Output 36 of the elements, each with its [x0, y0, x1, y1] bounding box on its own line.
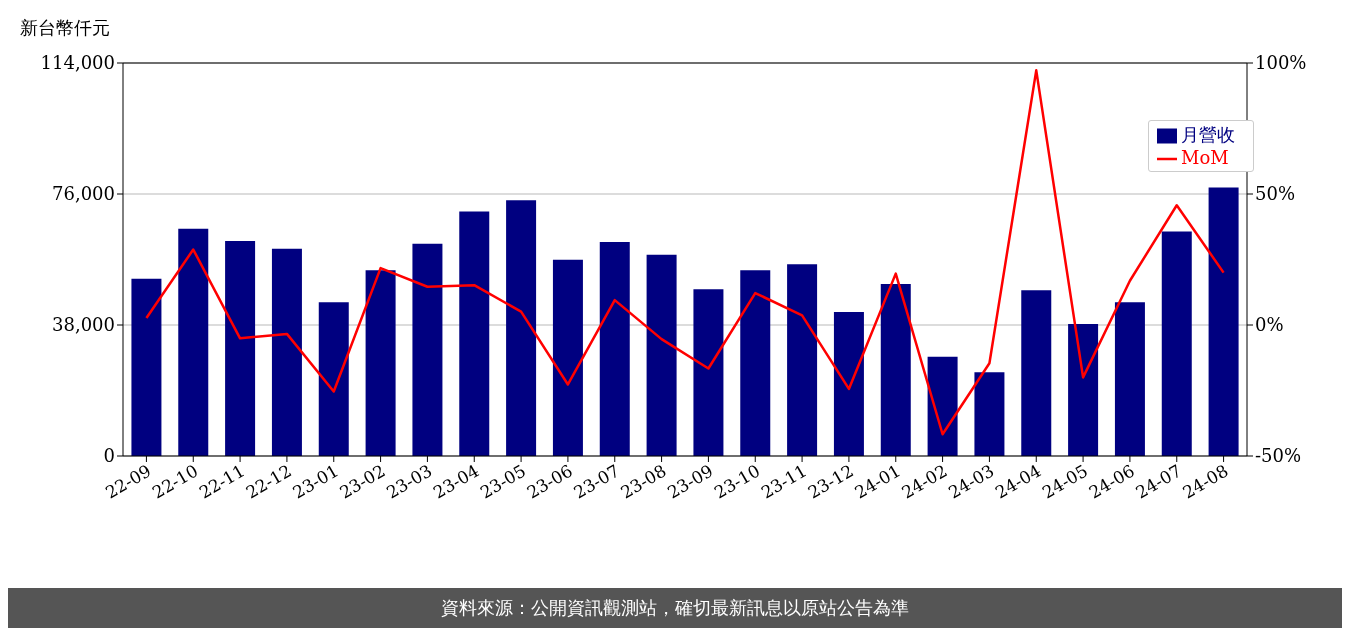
bar: [365, 270, 396, 456]
bar: [178, 228, 209, 456]
y-tick-label: 38,000: [52, 314, 115, 336]
bar: [131, 278, 162, 456]
bar: [412, 243, 443, 456]
bar: [225, 240, 256, 456]
y2-tick-label: 50%: [1255, 183, 1296, 205]
bar: [1114, 302, 1145, 456]
bar: [974, 372, 1005, 456]
legend-label: MoM: [1181, 147, 1229, 168]
y-axis-title: 新台幣仟元: [19, 16, 111, 40]
bar: [740, 270, 771, 456]
bar: [599, 241, 630, 456]
bar: [927, 356, 958, 456]
bar: [1068, 323, 1099, 456]
bar: [1208, 187, 1239, 456]
bar: [693, 289, 724, 456]
bar: [506, 200, 537, 456]
bar: [646, 254, 677, 456]
y-tick-label: 114,000: [40, 52, 115, 74]
y2-tick-label: 100%: [1255, 52, 1307, 74]
y-tick-label: 0: [103, 445, 115, 467]
legend-label: 月營收: [1181, 124, 1235, 145]
y2-tick-label: 0%: [1255, 314, 1284, 336]
bar: [459, 211, 490, 456]
bar: [271, 248, 302, 456]
bar: [1021, 290, 1052, 456]
y2-tick-label: -50%: [1255, 445, 1302, 467]
bar: [787, 264, 818, 456]
bar: [880, 283, 911, 456]
bar: [318, 302, 349, 456]
source-note: 資料來源：公開資訊觀測站，確切最新訊息以原站公告為準: [8, 588, 1342, 628]
bar: [552, 259, 583, 456]
bar: [1161, 231, 1192, 456]
y-tick-label: 76,000: [52, 183, 115, 205]
bar: [833, 311, 864, 456]
